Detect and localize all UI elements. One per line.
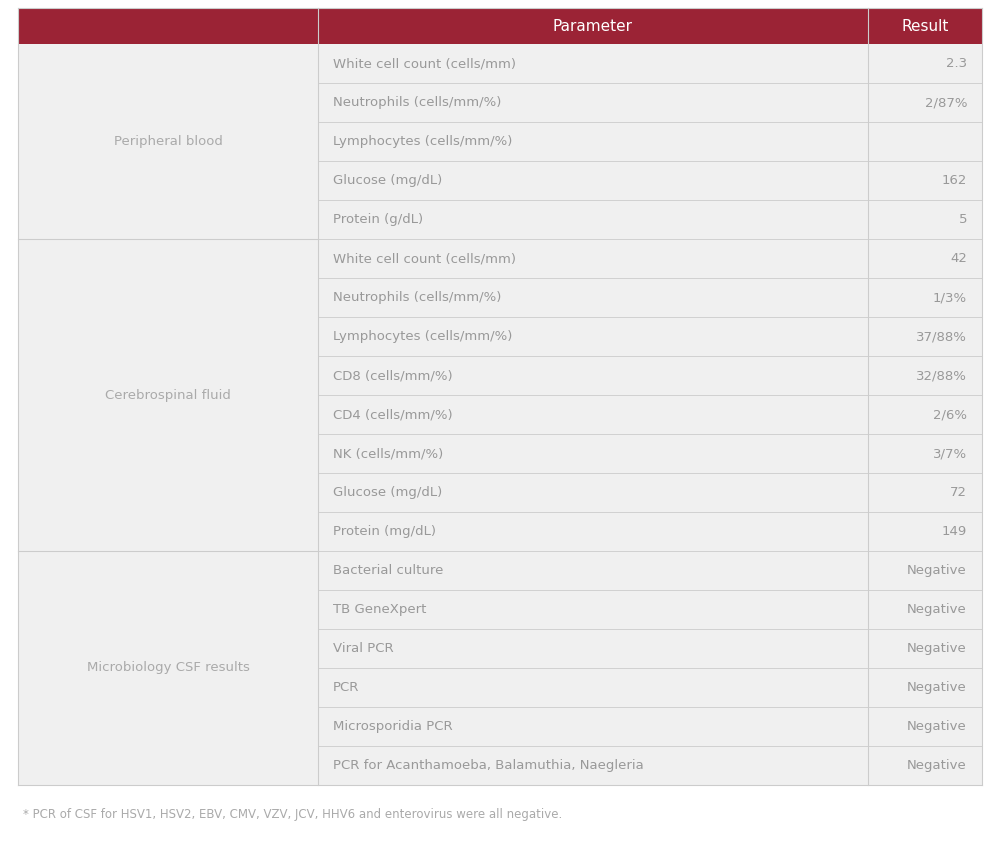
Text: Bacterial culture: Bacterial culture (333, 564, 443, 577)
Text: White cell count (cells/mm): White cell count (cells/mm) (333, 57, 516, 70)
Text: Glucose (mg/dL): Glucose (mg/dL) (333, 486, 442, 499)
Text: Parameter: Parameter (553, 19, 633, 34)
Text: 2.3: 2.3 (946, 57, 967, 70)
Text: 3/7%: 3/7% (933, 447, 967, 460)
Text: Peripheral blood: Peripheral blood (114, 135, 222, 148)
Text: 5: 5 (958, 213, 967, 226)
Text: PCR: PCR (333, 681, 359, 694)
Text: Protein (mg/dL): Protein (mg/dL) (333, 525, 436, 538)
Text: 72: 72 (950, 486, 967, 499)
Text: Lymphocytes (cells/mm/%): Lymphocytes (cells/mm/%) (333, 135, 512, 148)
Text: 37/88%: 37/88% (916, 330, 967, 343)
Text: Neutrophils (cells/mm/%): Neutrophils (cells/mm/%) (333, 291, 501, 304)
Bar (18, 44, 982, 785)
Text: Microsporidia PCR: Microsporidia PCR (333, 720, 453, 733)
Text: TB GeneXpert: TB GeneXpert (333, 603, 426, 616)
Text: Neutrophils (cells/mm/%): Neutrophils (cells/mm/%) (333, 96, 501, 109)
Text: 149: 149 (942, 525, 967, 538)
Text: PCR for Acanthamoeba, Balamuthia, Naegleria: PCR for Acanthamoeba, Balamuthia, Naegle… (333, 759, 644, 772)
Text: Microbiology CSF results: Microbiology CSF results (87, 662, 249, 674)
Text: Glucose (mg/dL): Glucose (mg/dL) (333, 174, 442, 187)
Text: 2/87%: 2/87% (924, 96, 967, 109)
Text: Negative: Negative (907, 720, 967, 733)
Text: 162: 162 (942, 174, 967, 187)
Text: CD8 (cells/mm/%): CD8 (cells/mm/%) (333, 369, 453, 382)
Text: NK (cells/mm/%): NK (cells/mm/%) (333, 447, 443, 460)
Text: Negative: Negative (907, 564, 967, 577)
Text: 42: 42 (950, 252, 967, 265)
Text: 32/88%: 32/88% (916, 369, 967, 382)
Text: 1/3%: 1/3% (933, 291, 967, 304)
Text: White cell count (cells/mm): White cell count (cells/mm) (333, 252, 516, 265)
Text: Lymphocytes (cells/mm/%): Lymphocytes (cells/mm/%) (333, 330, 512, 343)
Text: Result: Result (901, 19, 949, 34)
Text: Negative: Negative (907, 642, 967, 655)
Text: * PCR of CSF for HSV1, HSV2, EBV, CMV, VZV, JCV, HHV6 and enterovirus were all n: * PCR of CSF for HSV1, HSV2, EBV, CMV, V… (23, 808, 562, 821)
Text: Viral PCR: Viral PCR (333, 642, 394, 655)
Text: CD4 (cells/mm/%): CD4 (cells/mm/%) (333, 408, 453, 421)
Bar (18, 8, 982, 44)
Text: Cerebrospinal fluid: Cerebrospinal fluid (105, 388, 231, 402)
Text: Negative: Negative (907, 603, 967, 616)
Text: Negative: Negative (907, 759, 967, 772)
Text: Negative: Negative (907, 681, 967, 694)
Text: 2/6%: 2/6% (933, 408, 967, 421)
Text: Protein (g/dL): Protein (g/dL) (333, 213, 423, 226)
